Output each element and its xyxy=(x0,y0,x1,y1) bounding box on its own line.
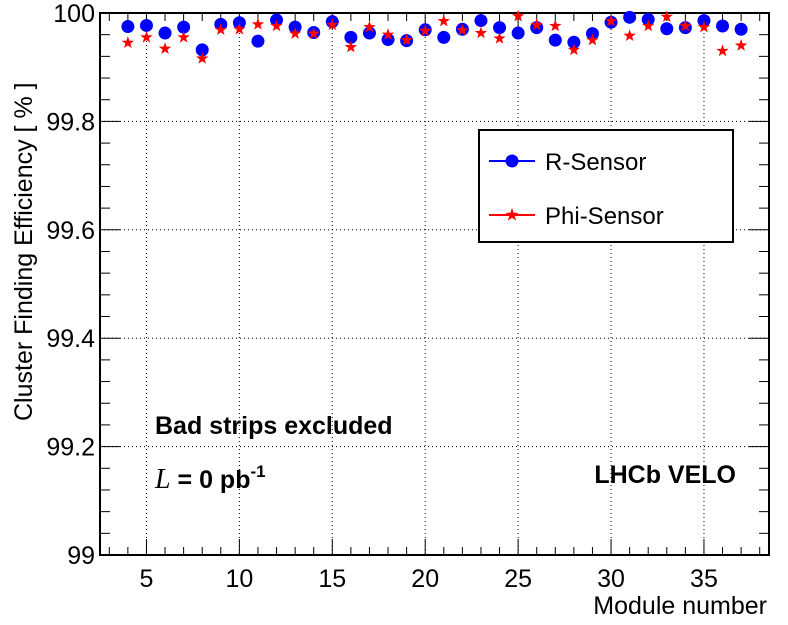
phi-sensor-point xyxy=(493,31,506,44)
phi-sensor-point xyxy=(233,22,246,35)
phi-sensor-point xyxy=(177,30,190,43)
phi-sensor-point xyxy=(642,19,655,32)
phi-sensor-point xyxy=(419,24,432,37)
phi-sensor-point xyxy=(214,23,227,36)
x-tick-labels: 5 10 15 20 25 30 35 xyxy=(140,565,718,593)
lumi-symbol: L xyxy=(154,464,171,495)
legend-label-r-sensor: R-Sensor xyxy=(545,149,646,176)
legend: R-Sensor Phi-Sensor xyxy=(478,129,734,243)
legend-label-phi-sensor: Phi-Sensor xyxy=(545,203,664,230)
r-sensor-point xyxy=(511,26,525,40)
phi-sensor-point xyxy=(270,19,283,32)
y-tick-label: 99.6 xyxy=(46,217,95,245)
phi-sensor-point xyxy=(734,39,748,51)
phi-sensor-point xyxy=(549,19,562,32)
phi-sensor-point xyxy=(679,19,692,32)
r-sensor-point xyxy=(158,26,172,40)
x-tick-label: 20 xyxy=(411,565,439,593)
r-sensor-point xyxy=(641,13,655,27)
plot-frame xyxy=(99,12,770,556)
r-sensor-point xyxy=(381,33,395,47)
r-sensor-point xyxy=(195,43,209,57)
r-sensor-point xyxy=(660,22,674,36)
phi-sensor-point xyxy=(140,30,153,43)
phi-sensor-point xyxy=(623,29,636,42)
phi-sensor-point xyxy=(121,36,135,49)
series-phi-sensor xyxy=(121,9,748,64)
r-sensor-point xyxy=(121,20,135,34)
r-sensor-point xyxy=(288,20,302,34)
phi-sensor-point xyxy=(251,17,265,30)
phi-sensor-point xyxy=(716,44,729,57)
y-tick-label: 99.8 xyxy=(46,108,95,136)
annotation-experiment: LHCb VELO xyxy=(594,461,736,489)
axis-ticks xyxy=(100,12,769,556)
x-tick-label: 30 xyxy=(597,565,625,593)
y-tick-label: 100 xyxy=(53,0,95,28)
x-tick-label: 10 xyxy=(225,565,253,593)
annotation-bad-strips: Bad strips excluded xyxy=(155,412,393,440)
y-axis-title: Cluster Finding Efficiency [ % ] xyxy=(10,82,38,421)
r-sensor-point xyxy=(474,14,488,28)
lumi-exponent: -1 xyxy=(250,462,265,481)
phi-sensor-point xyxy=(474,26,488,39)
phi-sensor-point xyxy=(307,27,320,39)
phi-sensor-point xyxy=(196,52,209,64)
phi-sensor-point xyxy=(400,33,413,46)
r-sensor-point xyxy=(623,10,637,24)
r-sensor-point xyxy=(585,27,599,41)
phi-sensor-point xyxy=(158,42,172,55)
legend-marker-phi-sensor xyxy=(505,208,519,221)
phi-sensor-point xyxy=(437,14,450,27)
x-tick-label: 5 xyxy=(140,565,154,593)
phi-sensor-point xyxy=(586,33,599,46)
y-tick-label: 99.2 xyxy=(46,434,95,462)
phi-sensor-point xyxy=(344,40,358,53)
r-sensor-point xyxy=(437,30,451,44)
x-tick-label: 35 xyxy=(690,565,718,593)
r-sensor-point xyxy=(362,26,376,40)
r-sensor-point xyxy=(177,20,191,34)
r-sensor-point xyxy=(716,19,730,33)
legend-box xyxy=(478,129,734,243)
phi-sensor-point xyxy=(456,23,469,36)
r-sensor-point xyxy=(567,35,581,49)
r-sensor-point xyxy=(251,34,265,48)
phi-sensor-point xyxy=(326,18,339,31)
y-tick-label: 99 xyxy=(67,542,95,570)
phi-sensor-point xyxy=(288,27,302,39)
r-sensor-point xyxy=(493,21,507,35)
legend-marker-r-sensor xyxy=(505,154,519,168)
phi-sensor-point xyxy=(660,10,673,23)
phi-sensor-point xyxy=(567,43,581,56)
x-tick-label: 25 xyxy=(504,565,532,593)
data-series xyxy=(121,9,748,64)
lumi-value: = 0 pb xyxy=(171,466,251,494)
x-axis-title: Module number xyxy=(593,592,767,620)
r-sensor-point xyxy=(344,30,358,44)
y-tick-labels: 99 99.2 99.4 99.6 99.8 100 xyxy=(46,0,95,570)
r-sensor-point xyxy=(232,16,246,30)
phi-sensor-point xyxy=(604,14,618,27)
phi-sensor-point xyxy=(697,20,711,33)
phi-sensor-point xyxy=(511,9,525,22)
r-sensor-point xyxy=(734,22,748,36)
x-tick-label: 15 xyxy=(318,565,346,593)
r-sensor-point xyxy=(548,33,562,47)
r-sensor-point xyxy=(697,14,711,28)
phi-sensor-point xyxy=(530,18,543,31)
series-r-sensor xyxy=(121,10,748,57)
phi-sensor-point xyxy=(363,20,376,33)
phi-sensor-point xyxy=(381,28,395,40)
r-sensor-point xyxy=(139,18,153,32)
y-tick-label: 99.4 xyxy=(46,325,95,353)
annotation-luminosity: L = 0 pb-1 xyxy=(154,462,266,495)
